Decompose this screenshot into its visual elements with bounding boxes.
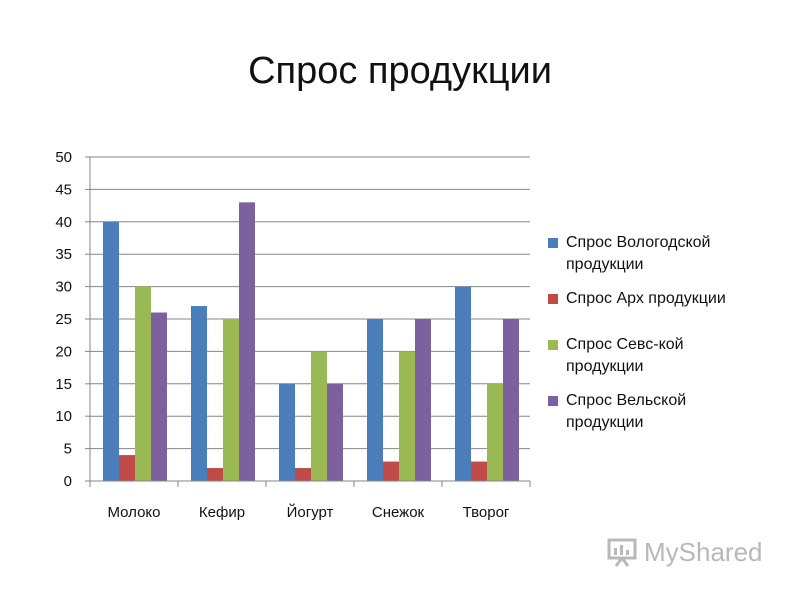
legend-label-line: Спрос Вологодской (566, 234, 711, 251)
legend-label-line: продукции (566, 256, 644, 273)
y-tick-label: 30 (55, 279, 72, 296)
legend-swatch-vologda (548, 238, 558, 248)
bar (191, 306, 207, 481)
bar (135, 286, 151, 481)
bar (383, 461, 399, 481)
x-tick-label: Молоко (107, 504, 160, 521)
bar (455, 286, 471, 481)
legend-item-sevs: Спрос Севс-кой продукции (548, 334, 788, 378)
bar (327, 383, 343, 481)
legend-label-line: продукции (566, 414, 644, 431)
y-axis-ticks: 0 5 10 15 20 25 30 35 40 45 50 (55, 149, 72, 490)
bar (151, 312, 167, 481)
y-tick-label: 15 (55, 376, 72, 393)
bar (503, 319, 519, 481)
axes (85, 156, 531, 487)
y-tick-label: 35 (55, 246, 72, 263)
x-tick-label: Кефир (199, 504, 245, 521)
bar (239, 202, 255, 482)
x-tick-label: Снежок (372, 504, 425, 521)
legend-item-vologda: Спрос Вологодской продукции (548, 232, 788, 276)
legend-label-line: Спрос Вельской (566, 392, 687, 409)
legend-label-line: продукции (566, 358, 644, 375)
y-tick-label: 40 (55, 214, 72, 231)
bar (399, 351, 415, 481)
bar (487, 383, 503, 481)
chart-title: Спрос продукции (248, 50, 552, 92)
bar (119, 455, 135, 481)
y-tick-label: 0 (64, 473, 72, 490)
legend-swatch-velsk (548, 396, 558, 406)
legend-item-arkh: Спрос Арх продукции (548, 288, 788, 310)
watermark: MyShared (606, 536, 763, 568)
x-tick-label: Йогурт (287, 503, 334, 521)
y-tick-label: 5 (64, 441, 72, 458)
bar (311, 351, 327, 481)
y-tick-label: 25 (55, 311, 72, 328)
y-tick-label: 45 (55, 181, 72, 198)
legend-swatch-arkh (548, 294, 558, 304)
legend-label-line: Спрос Севс-кой (566, 336, 684, 353)
x-axis-ticks: Молоко Кефир Йогурт Снежок Творог (107, 503, 509, 521)
bar (207, 468, 223, 481)
bar (103, 221, 119, 482)
y-tick-label: 50 (55, 149, 72, 166)
watermark-text: MyShared (644, 536, 763, 567)
legend-swatch-sevs (548, 340, 558, 350)
bar (295, 468, 311, 481)
x-tick-label: Творог (463, 504, 510, 521)
legend-item-velsk: Спрос Вельской продукции (548, 390, 788, 434)
legend-label-line: Спрос Арх продукции (566, 290, 726, 307)
y-tick-label: 10 (55, 408, 72, 425)
y-tick-label: 20 (55, 343, 72, 360)
bar-series (103, 202, 519, 482)
bar (471, 461, 487, 481)
bar (367, 319, 383, 481)
bar (415, 319, 431, 481)
bar (223, 319, 239, 481)
bar (279, 383, 295, 481)
presentation-board-icon (607, 538, 637, 567)
legend: Спрос Вологодской продукции Спрос Арх пр… (548, 232, 788, 434)
